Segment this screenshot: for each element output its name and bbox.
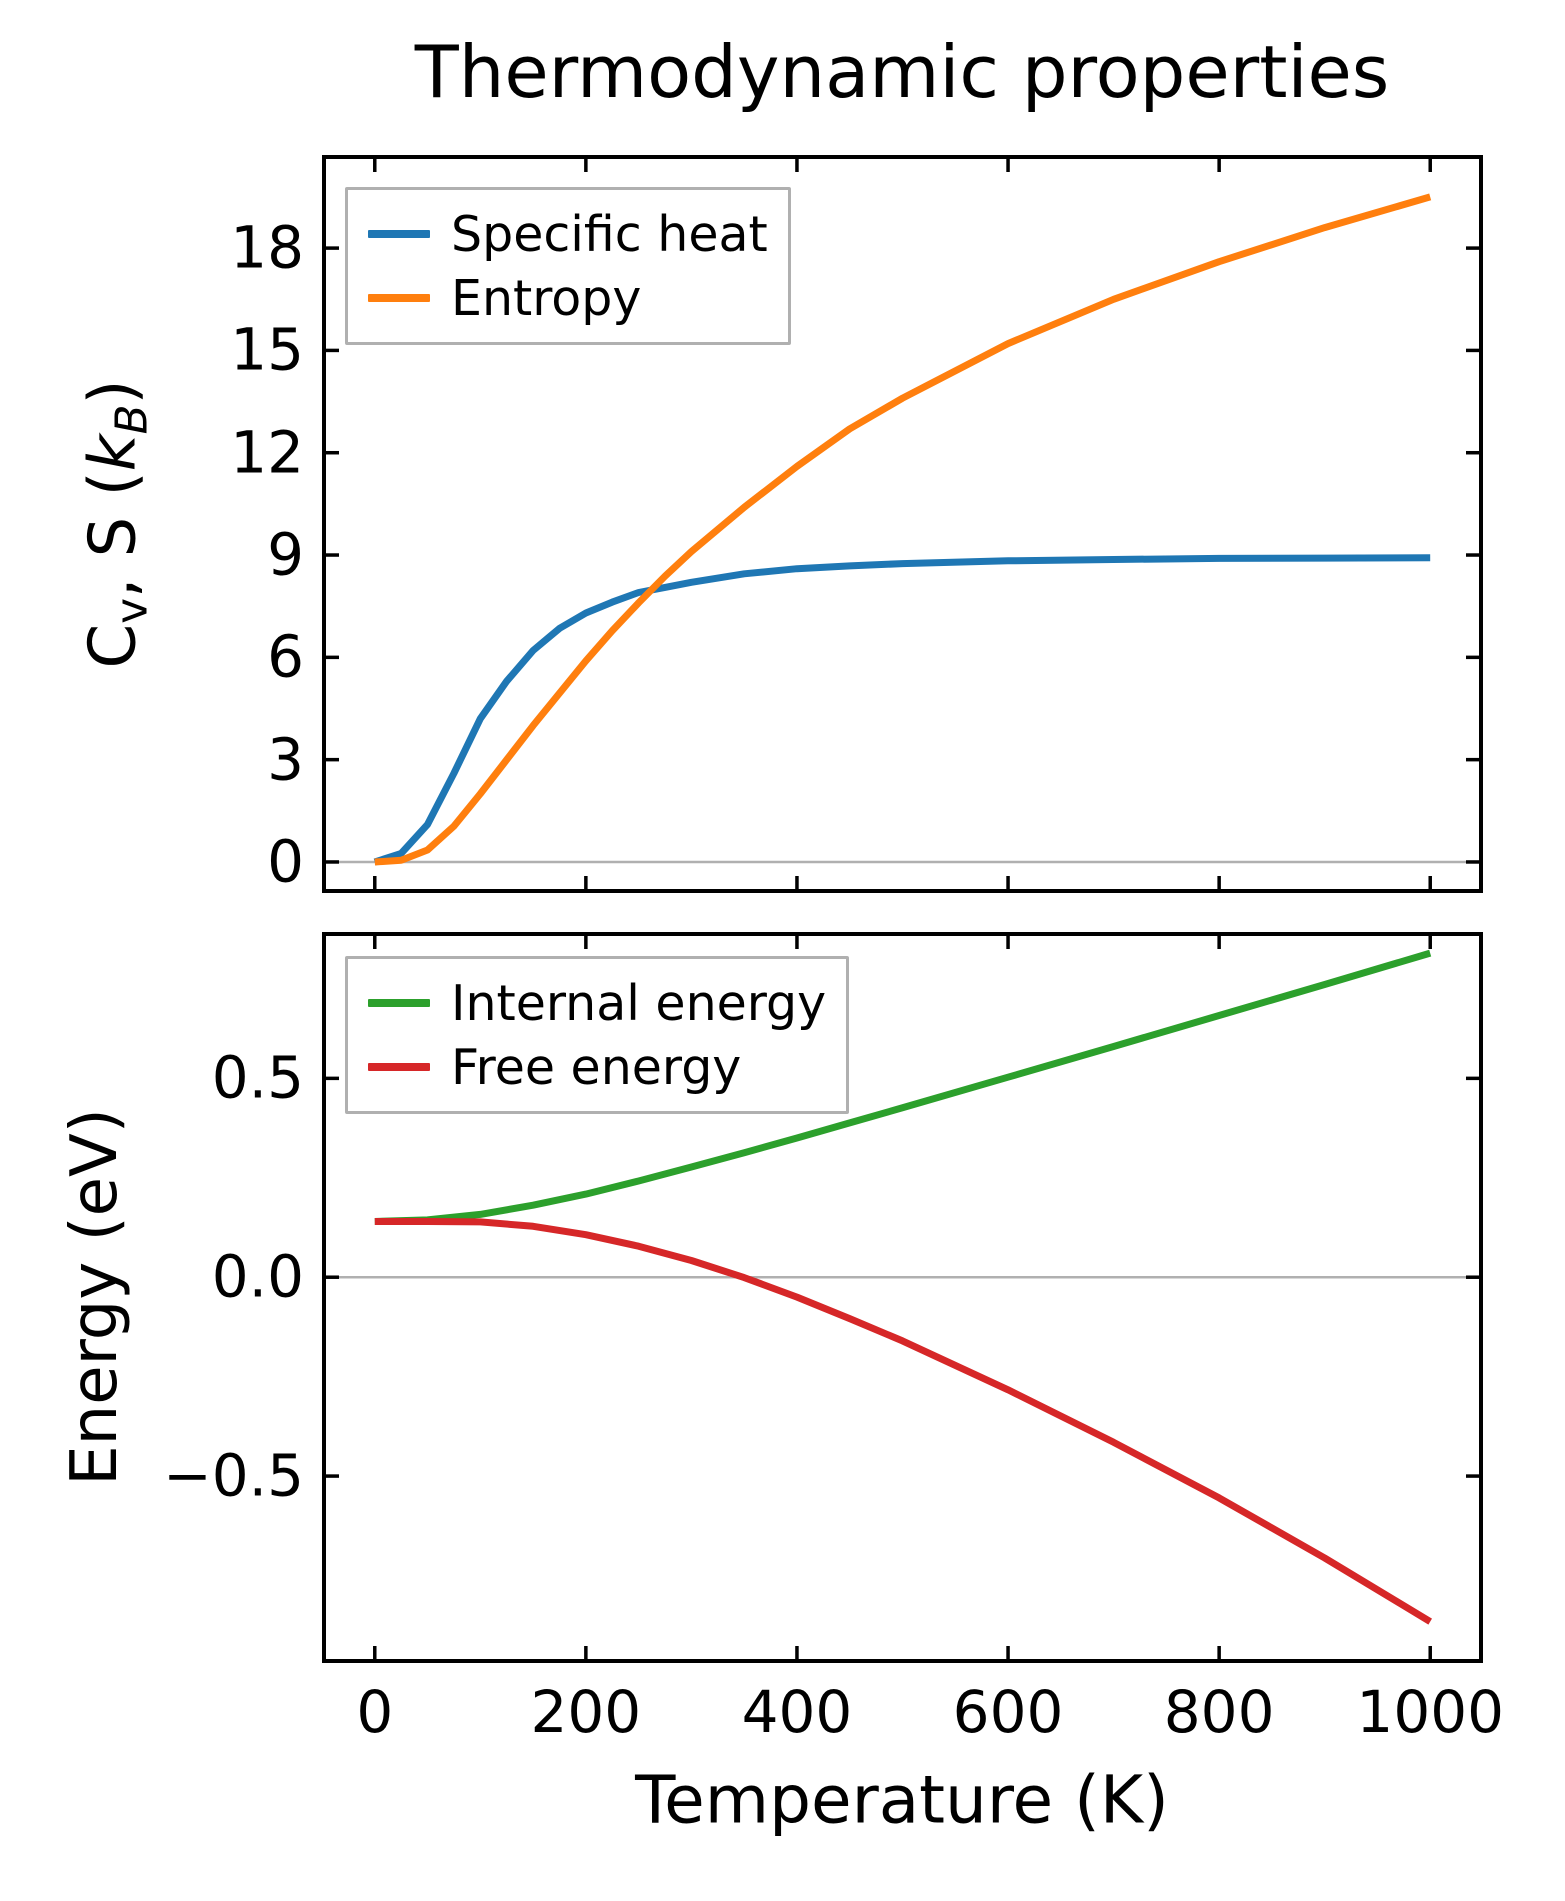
- x-tick-label: 600: [952, 1678, 1064, 1746]
- legend-item-specific-heat: Specific heat: [368, 202, 768, 266]
- free-energy-line-swatch: [368, 1063, 430, 1071]
- specific-heat-line: [373, 554, 1431, 866]
- y-tick-label: 3: [267, 725, 304, 794]
- internal-energy-line-swatch: [368, 999, 430, 1007]
- bottom-plot: [322, 932, 1483, 1663]
- y-axis-label-part: , S (: [76, 471, 151, 599]
- top-legend: Specific heat Entropy: [345, 187, 791, 345]
- y-tick-label: 9: [267, 520, 304, 589]
- legend-item-entropy: Entropy: [368, 266, 768, 330]
- x-axis-label: Temperature (K): [635, 1761, 1169, 1839]
- x-tick-label: 200: [530, 1678, 642, 1746]
- legend-label: Internal energy: [451, 974, 827, 1032]
- entropy-line: [374, 193, 1432, 866]
- bottom-legend: Internal energy Free energy: [345, 956, 850, 1114]
- y-axis-label-part: B: [107, 404, 158, 435]
- chart-title: Thermodynamic properties: [414, 30, 1390, 114]
- y-axis-label-part: v: [107, 598, 158, 624]
- x-tick-label: 800: [1163, 1678, 1275, 1746]
- legend-label: Entropy: [451, 269, 642, 327]
- axes-spines: [322, 932, 1483, 1663]
- x-tick-label: 400: [741, 1678, 853, 1746]
- top-y-axis-label: Cv, S (kB): [76, 380, 157, 669]
- x-tick-label: 0: [356, 1678, 394, 1746]
- y-tick-label: 0.0: [211, 1242, 304, 1311]
- y-tick-label: 12: [230, 418, 304, 487]
- y-tick-label: 0: [267, 827, 304, 896]
- axes-spines: [322, 155, 1483, 893]
- legend-item-internal-energy: Internal energy: [368, 971, 826, 1035]
- y-axis-label-part: k: [76, 434, 151, 472]
- legend-item-free-energy: Free energy: [368, 1035, 826, 1099]
- y-tick-label: 15: [230, 316, 304, 385]
- y-axis-label-part: ): [76, 379, 151, 405]
- y-tick-label: −0.5: [163, 1441, 304, 1510]
- y-axis-label-part: Energy (eV): [58, 1108, 132, 1486]
- top-plot: [322, 155, 1483, 893]
- legend-label: Free energy: [451, 1038, 742, 1096]
- x-tick-label: 1000: [1356, 1678, 1505, 1746]
- legend-label: Specific heat: [451, 205, 768, 263]
- y-tick-label: 18: [230, 213, 304, 282]
- entropy-line-swatch: [368, 294, 430, 302]
- bottom-y-axis-label: Energy (eV): [58, 1108, 132, 1486]
- y-tick-label: 6: [267, 623, 304, 691]
- internal-energy-line: [374, 949, 1432, 1225]
- y-tick-label: 0.5: [211, 1044, 304, 1112]
- free-energy-line: [374, 1218, 1433, 1625]
- y-axis-label-part: C: [76, 623, 151, 669]
- specific-heat-line-swatch: [368, 230, 430, 238]
